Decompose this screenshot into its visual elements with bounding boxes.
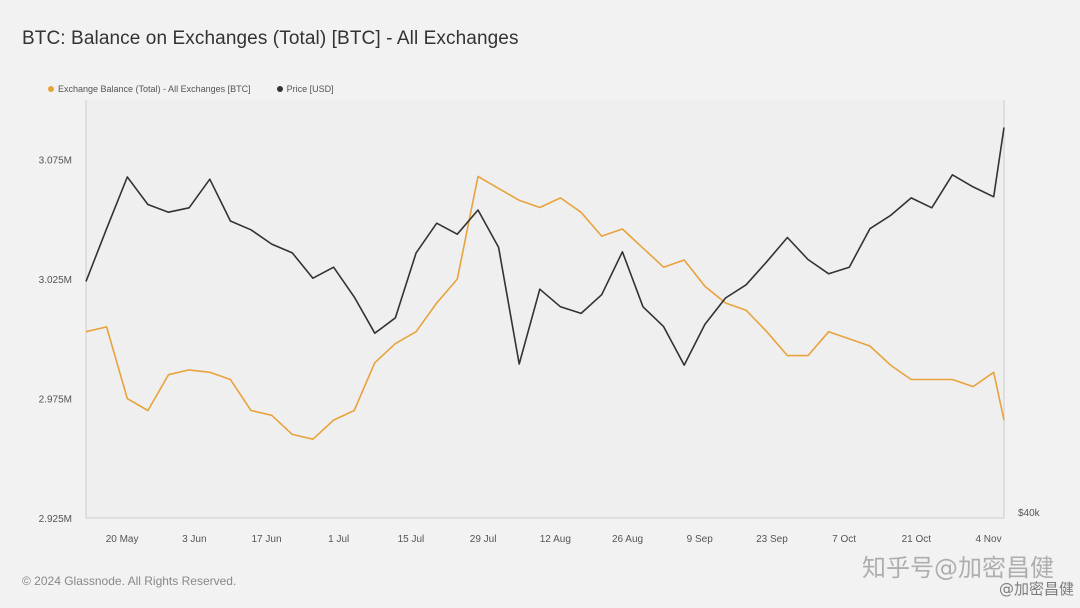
legend-item-balance[interactable]: Exchange Balance (Total) - All Exchanges… bbox=[48, 84, 251, 94]
watermark-text: 知乎号@加密昌健 bbox=[862, 554, 1054, 582]
copyright-footer: © 2024 Glassnode. All Rights Reserved. bbox=[22, 574, 237, 588]
x-tick-label: 23 Sep bbox=[756, 534, 788, 545]
legend-label-price: Price [USD] bbox=[286, 84, 334, 94]
series-line-price bbox=[85, 127, 1005, 366]
y-left-tick-label: 3.025M bbox=[39, 275, 72, 286]
x-tick-label: 7 Oct bbox=[832, 534, 856, 545]
series-line-exchange-balance bbox=[85, 175, 1005, 441]
y-left-tick-label: 2.925M bbox=[39, 514, 72, 525]
x-tick-label: 21 Oct bbox=[902, 534, 932, 545]
x-tick-label: 15 Jul bbox=[398, 534, 425, 545]
x-tick-label: 20 May bbox=[106, 534, 139, 545]
x-tick-label: 3 Jun bbox=[182, 534, 206, 545]
x-tick-label: 17 Jun bbox=[251, 534, 281, 545]
legend-label-balance: Exchange Balance (Total) - All Exchanges… bbox=[58, 84, 251, 94]
x-tick-label: 4 Nov bbox=[975, 534, 1001, 545]
x-tick-label: 29 Jul bbox=[470, 534, 497, 545]
x-tick-label: 12 Aug bbox=[540, 534, 571, 545]
watermark-handle: @加密昌健 bbox=[998, 580, 1074, 598]
y-left-tick-label: 3.075M bbox=[39, 156, 72, 167]
legend-swatch-price bbox=[276, 86, 283, 92]
legend: Exchange Balance (Total) - All Exchanges… bbox=[48, 84, 334, 94]
legend-swatch-balance bbox=[48, 86, 54, 92]
y-left-tick-label: 2.975M bbox=[39, 395, 72, 406]
x-tick-label: 1 Jul bbox=[328, 534, 349, 545]
x-tick-label: 9 Sep bbox=[687, 534, 714, 545]
plot-area bbox=[86, 100, 1004, 518]
legend-item-price[interactable]: Price [USD] bbox=[276, 84, 334, 94]
x-tick-label: 26 Aug bbox=[612, 534, 643, 545]
y-right-tick-label: $40k bbox=[1018, 508, 1041, 519]
chart-title: BTC: Balance on Exchanges (Total) [BTC] … bbox=[22, 28, 519, 49]
